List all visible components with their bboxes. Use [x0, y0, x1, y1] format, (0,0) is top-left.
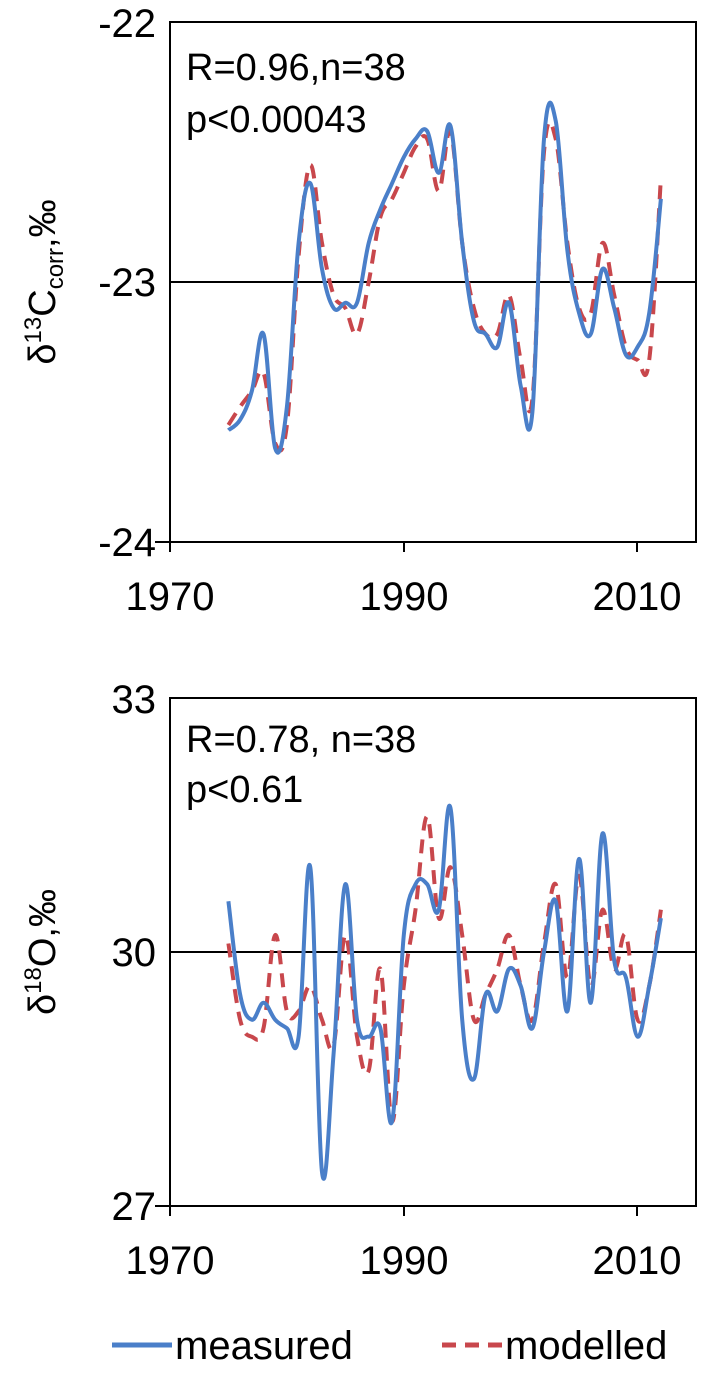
y-tick-label-top: 33 — [112, 678, 157, 722]
stats-annotation-r: R=0.78, n=38 — [186, 719, 416, 761]
y-tick-label-top: -22 — [98, 2, 156, 46]
y-tick-label-bottom: -24 — [98, 521, 156, 565]
stats-annotation-p: p<0.00043 — [186, 99, 367, 141]
y-axis-label-top: δ13Ccorr,‰ — [20, 199, 69, 364]
x-tick-label-2010: 2010 — [593, 575, 682, 619]
series-line-measured-top — [227, 100, 663, 455]
x-tick-label-1990: 1990 — [360, 1239, 449, 1283]
x-tick-label-1990: 1990 — [360, 575, 449, 619]
stats-annotation-r: R=0.96,n=38 — [186, 47, 406, 89]
y-tick-label-bottom: 27 — [112, 1185, 157, 1229]
chart-top: -22 -23 -24 1970 1990 2010 δ13Ccorr,‰ R=… — [20, 2, 697, 619]
legend: measured modelled — [112, 1324, 667, 1368]
x-tick-label-1970: 1970 — [126, 575, 215, 619]
series-line-measured-bottom — [226, 803, 663, 1181]
legend-label-modelled: modelled — [505, 1324, 667, 1368]
stats-annotation-p: p<0.61 — [186, 769, 303, 811]
y-axis-label-bottom: δ18O,‰ — [20, 889, 64, 1015]
x-tick-label-2010: 2010 — [593, 1239, 682, 1283]
x-tick-label-1970: 1970 — [126, 1239, 215, 1283]
chart-bottom: 33 30 27 1970 1990 2010 δ18O,‰ R=0.78, n… — [20, 678, 697, 1283]
y-tick-label-mid: -23 — [98, 261, 156, 305]
legend-label-measured: measured — [175, 1324, 353, 1368]
y-tick-label-mid: 30 — [112, 931, 157, 975]
